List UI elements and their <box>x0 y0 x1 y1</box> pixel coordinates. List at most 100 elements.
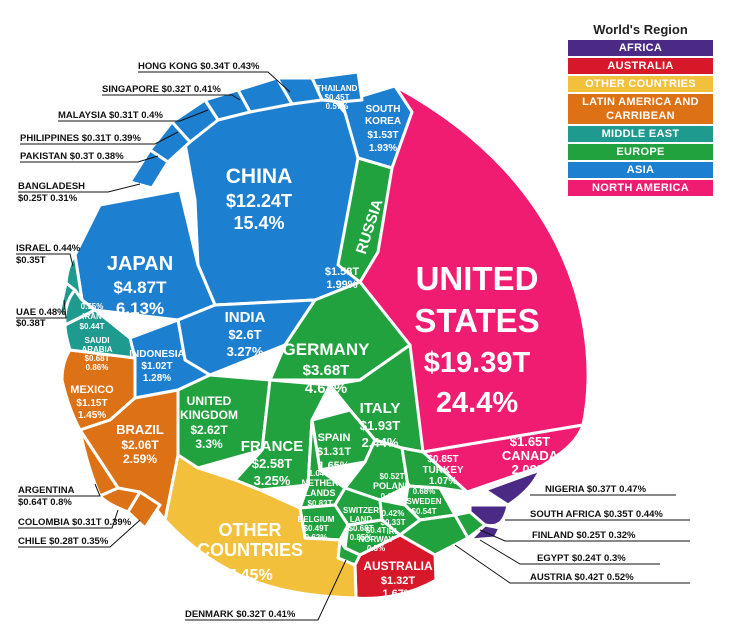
label-turkey-1: TURKEY <box>422 465 463 476</box>
callout-israel2: $0.35T <box>16 255 46 266</box>
label-saudi-1: ARABIA <box>81 345 112 354</box>
label-australia-0: AUSTRALIA <box>363 559 433 573</box>
label-sweden-1: SWEDEN <box>406 497 441 506</box>
label-thailand-1: $0.45T <box>325 93 350 102</box>
label-skorea-2: $1.53T <box>367 130 398 141</box>
label-poland-2: 0.66% <box>381 492 404 501</box>
label-us-2: $19.39T <box>424 347 531 379</box>
label-russia_val-1: 1.99% <box>326 279 357 291</box>
label-china-2: 15.4% <box>233 213 284 233</box>
legend-item-australia: AUSTRALIA <box>568 58 713 74</box>
leader-malaysia <box>58 109 209 122</box>
label-mexico-2: 1.45% <box>78 410 106 421</box>
label-canada-1: CANADA <box>502 448 559 463</box>
label-other-1: COUNTRIES <box>197 540 303 560</box>
cell-saudi-arabia <box>63 308 137 360</box>
label-irl-2: IRL <box>387 527 400 536</box>
callout-nigeria: NIGERIA $0.37T 0.47% <box>545 484 647 495</box>
cell-chile <box>126 490 162 530</box>
label-china-1: $12.24T <box>226 191 292 211</box>
label-germany-0: GERMANY <box>283 340 371 359</box>
label-turkey-0: $0.85T <box>427 454 458 465</box>
legend-item-africa: AFRICA <box>568 40 713 56</box>
label-australia-2: 1.67% <box>382 588 413 600</box>
cell-austria <box>398 513 470 557</box>
callout-malaysia: MALAYSIA $0.31T 0.4% <box>58 110 163 121</box>
label-thailand-0: THAILAND <box>317 84 358 93</box>
label-russia_val-0: $1.58T <box>325 266 360 278</box>
label-saudi-0: SAUDI <box>85 336 110 345</box>
legend-item-asia: ASIA <box>568 162 713 178</box>
callout-chile: CHILE $0.28T 0.35% <box>18 536 109 547</box>
label-other-2: 7.45% <box>227 567 272 584</box>
label-thailand-2: 0.57% <box>326 102 349 111</box>
label-saudi-3: 0.86% <box>86 363 109 372</box>
label-italy-2: 2.44% <box>362 435 399 450</box>
label-indonesia-2: 1.28% <box>143 373 171 384</box>
leader-philippines <box>20 131 179 145</box>
label-poland-0: $0.52T <box>380 472 405 481</box>
label-spain-1: $1.31T <box>317 446 352 458</box>
leader-austria <box>454 544 690 584</box>
label-switzerland-3: 0.85% <box>350 533 373 542</box>
legend-item-namerica: NORTH AMERICA <box>568 180 713 196</box>
callout-argentina1: ARGENTINA <box>18 485 75 496</box>
label-us-0: UNITED <box>416 260 539 297</box>
legend-item-europe: EUROPE <box>568 144 713 160</box>
label-italy-1: $1.93T <box>360 418 401 433</box>
cell-russia <box>336 156 394 284</box>
label-indonesia-0: INDONESIA <box>129 349 185 360</box>
cell-turkey <box>400 446 469 494</box>
legend-item-latam: LATIN AMERICA AND CARRIBEAN <box>568 94 713 124</box>
label-germany-2: 4.63% <box>305 380 348 397</box>
leader-chile <box>18 519 141 548</box>
label-skorea-3: 1.93% <box>369 143 397 154</box>
label-canada-0: $1.65T <box>510 434 551 449</box>
label-switzerland-0: SWITZER <box>343 506 379 515</box>
callout-pakistan: PAKISTAN $0.3T 0.38% <box>20 151 124 162</box>
callout-uae1: UAE 0.48% <box>16 307 66 318</box>
callout-finland: FINLAND $0.25T 0.32% <box>532 530 636 541</box>
label-poland-1: POLAND <box>373 481 412 491</box>
label-netherlands-1: NETHER <box>301 478 339 488</box>
label-india-0: INDIA <box>225 309 266 326</box>
label-saudi-2: $0.68T <box>85 354 110 363</box>
leader-argentina1 <box>18 483 101 497</box>
label-other-0: OTHER <box>219 520 282 540</box>
callout-argentina2: $0.64T 0.8% <box>18 497 72 508</box>
callout-singapore: SINGAPORE $0.32T 0.41% <box>102 84 221 95</box>
label-mexico-0: MEXICO <box>70 384 114 396</box>
label-turkey-2: 1.07% <box>429 476 457 487</box>
leader-singapore <box>102 94 241 101</box>
label-italy-0: ITALY <box>360 400 401 417</box>
label-norway-0: $0.4T <box>366 526 387 535</box>
leader-colombia <box>18 509 119 529</box>
callout-uae2: $0.38T <box>16 318 46 329</box>
label-switzerland-2: $0.68T <box>349 524 374 533</box>
cell-israel <box>64 253 84 302</box>
callout-hongkong: HONG KONG $0.34T 0.43% <box>138 61 260 72</box>
label-switzerland-1: LAND <box>350 515 372 524</box>
label-uk-0: UNITED <box>187 394 232 408</box>
label-china-0: CHINA <box>226 165 293 188</box>
label-spain-2: 1.65% <box>318 460 349 472</box>
label-belgium-2: 0.62% <box>305 533 328 542</box>
label-france-0: FRANCE <box>241 438 304 455</box>
label-brazil-2: 2.59% <box>123 452 157 466</box>
legend-title: World's Region <box>593 22 688 37</box>
label-japan-1: $4.87T <box>114 278 168 297</box>
cell-canada <box>421 423 585 494</box>
label-sweden-0: 0.68% <box>413 487 436 496</box>
callout-southafrica: SOUTH AFRICA $0.35T 0.44% <box>530 509 663 520</box>
callout-austria: AUSTRIA $0.42T 0.52% <box>530 572 634 583</box>
label-iran-0: 0.55% <box>81 302 104 311</box>
label-netherlands-2: LANDS <box>305 488 336 498</box>
label-uk-3: 3.3% <box>195 437 223 451</box>
leader-hongkong <box>138 71 291 93</box>
label-norway-1: NORWAY <box>358 535 394 544</box>
label-france-1: $2.58T <box>252 456 293 471</box>
legend: World's Region AFRICA AUSTRALIA OTHER COUN… <box>568 22 713 198</box>
label-germany-1: $3.68T <box>303 362 350 379</box>
cell-south-korea <box>340 84 414 170</box>
